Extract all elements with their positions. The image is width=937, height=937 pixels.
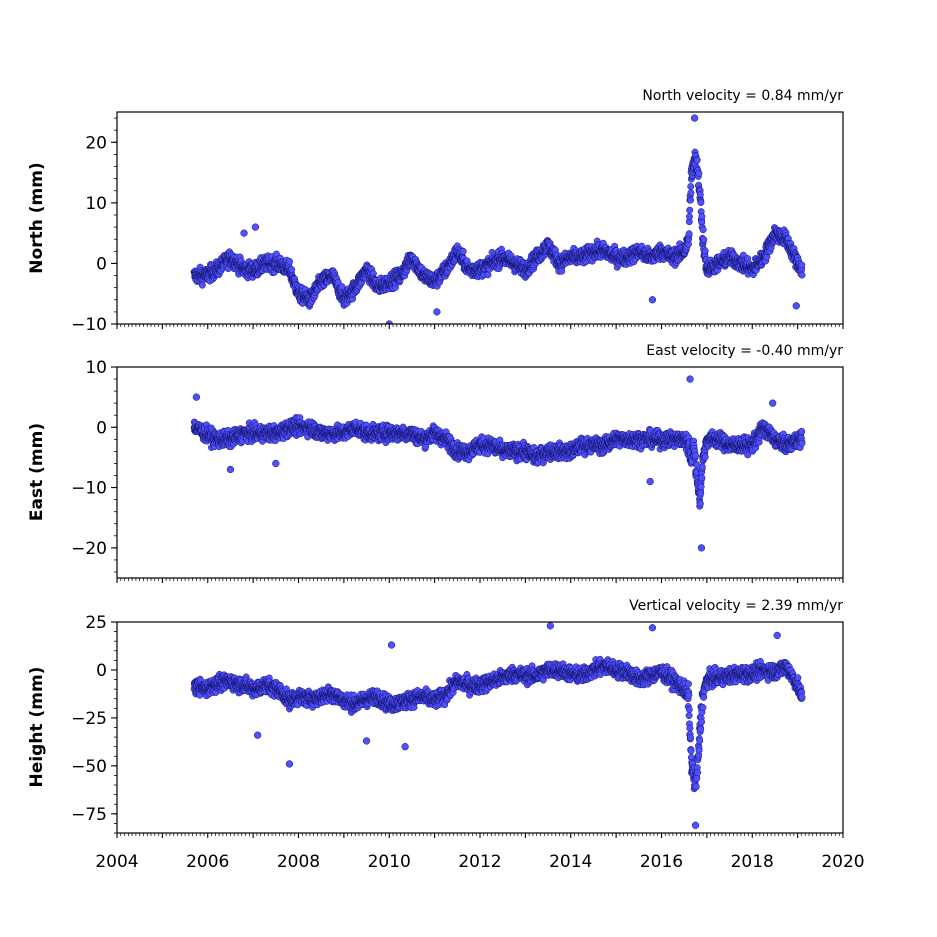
data-point [798, 271, 806, 279]
outlier-point [433, 308, 441, 316]
north-data-points [190, 114, 806, 324]
y-tick-label: 10 [85, 194, 107, 214]
east-panel: East velocity = -0.40 mm/yr East (mm) −2… [27, 343, 844, 583]
data-point [687, 196, 694, 204]
data-point [700, 236, 708, 243]
east-velocity-annotation: East velocity = -0.40 mm/yr [646, 343, 843, 359]
data-point [701, 247, 709, 255]
data-point [686, 213, 693, 221]
outlier-point [648, 296, 657, 304]
data-point [698, 212, 706, 220]
data-point [198, 281, 206, 289]
north-plot-frame [116, 111, 844, 325]
data-point [695, 170, 703, 177]
y-tick-label: 0 [96, 254, 107, 274]
data-point [338, 283, 346, 290]
north-y-axis-label: North (mm) [27, 162, 47, 273]
data-point [459, 247, 467, 255]
east-data-points [190, 375, 806, 552]
data-point [798, 261, 806, 269]
data-point [687, 183, 695, 190]
y-tick-label: −10 [71, 315, 107, 335]
north-velocity-annotation: North velocity = 0.84 mm/yr [642, 88, 843, 104]
outlier-point [792, 302, 800, 310]
data-point [484, 271, 492, 279]
east-y-axis-label: East (mm) [27, 423, 47, 521]
data-point [288, 266, 296, 273]
data-point [685, 230, 693, 238]
outlier-point [251, 223, 260, 231]
data-point [697, 199, 705, 206]
data-point [693, 156, 701, 164]
data-point [699, 226, 707, 234]
north-axes: −10 0 10 20 [71, 117, 844, 335]
outlier-point [240, 229, 248, 237]
data-point [686, 206, 694, 214]
north-panel: North velocity = 0.84 mm/yr North (mm) −… [27, 88, 844, 335]
data-point [687, 189, 695, 197]
outlier-point [690, 114, 699, 122]
data-point [286, 257, 293, 265]
y-tick-label: 20 [85, 133, 107, 153]
